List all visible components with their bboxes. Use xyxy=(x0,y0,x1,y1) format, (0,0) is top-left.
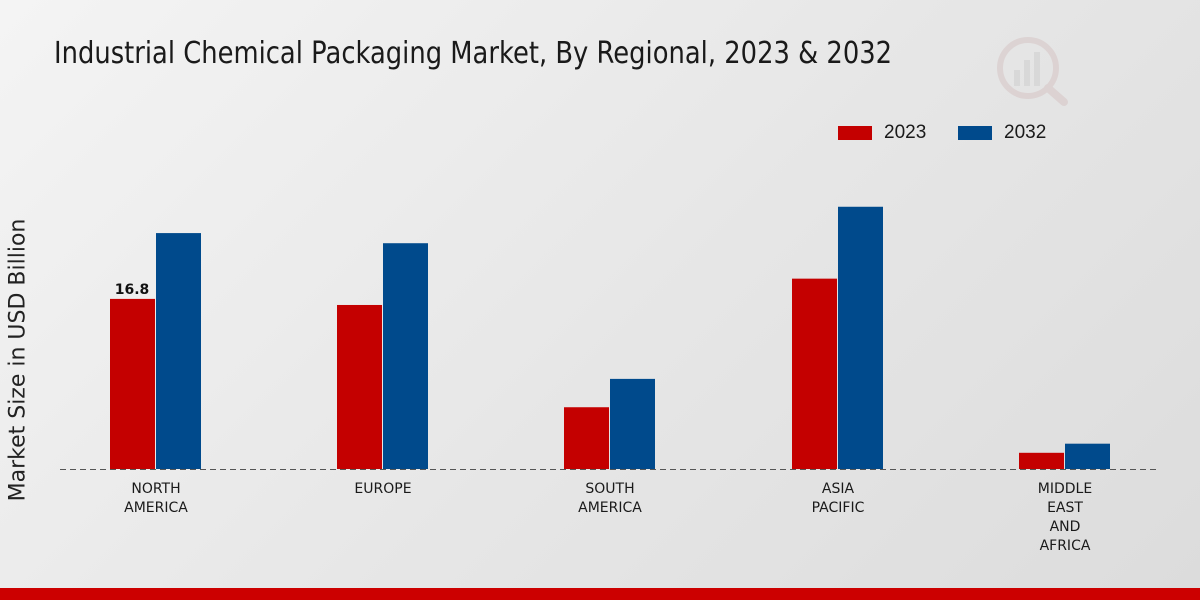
legend-item-2023: 2023 xyxy=(838,122,926,144)
legend-label-2023: 2023 xyxy=(884,122,927,143)
bar-2032-2 xyxy=(610,378,655,469)
bar-2023-0 xyxy=(110,298,155,469)
bar-2032-3 xyxy=(838,206,883,469)
bar-2023-1 xyxy=(337,304,382,469)
x-tick-label-3: ASIA PACIFIC xyxy=(812,481,865,516)
x-tick-label-4: MIDDLE EAST AND AFRICA xyxy=(1038,481,1092,554)
chart-title: Industrial Chemical Packaging Market, By… xyxy=(54,36,893,71)
footer-bar xyxy=(0,588,1200,600)
bar-2023-4 xyxy=(1019,452,1064,469)
x-tick-label-1: EUROPE xyxy=(354,481,411,497)
bar-2023-2 xyxy=(564,407,609,469)
bar-2032-0 xyxy=(156,233,201,469)
legend-item-2032: 2032 xyxy=(958,122,1046,144)
legend-label-2032: 2032 xyxy=(1004,122,1047,143)
x-tick-label-2: SOUTH AMERICA xyxy=(578,481,642,516)
bar-2032-4 xyxy=(1065,443,1110,469)
bar-2032-1 xyxy=(383,243,428,469)
legend-swatch-2032 xyxy=(958,126,992,140)
x-tick-label-0: NORTH AMERICA xyxy=(124,481,188,516)
data-label-0: 16.8 xyxy=(115,282,150,298)
brand-logo-icon xyxy=(997,37,1068,106)
legend-swatch-2023 xyxy=(838,126,872,140)
bar-2023-3 xyxy=(792,278,837,469)
